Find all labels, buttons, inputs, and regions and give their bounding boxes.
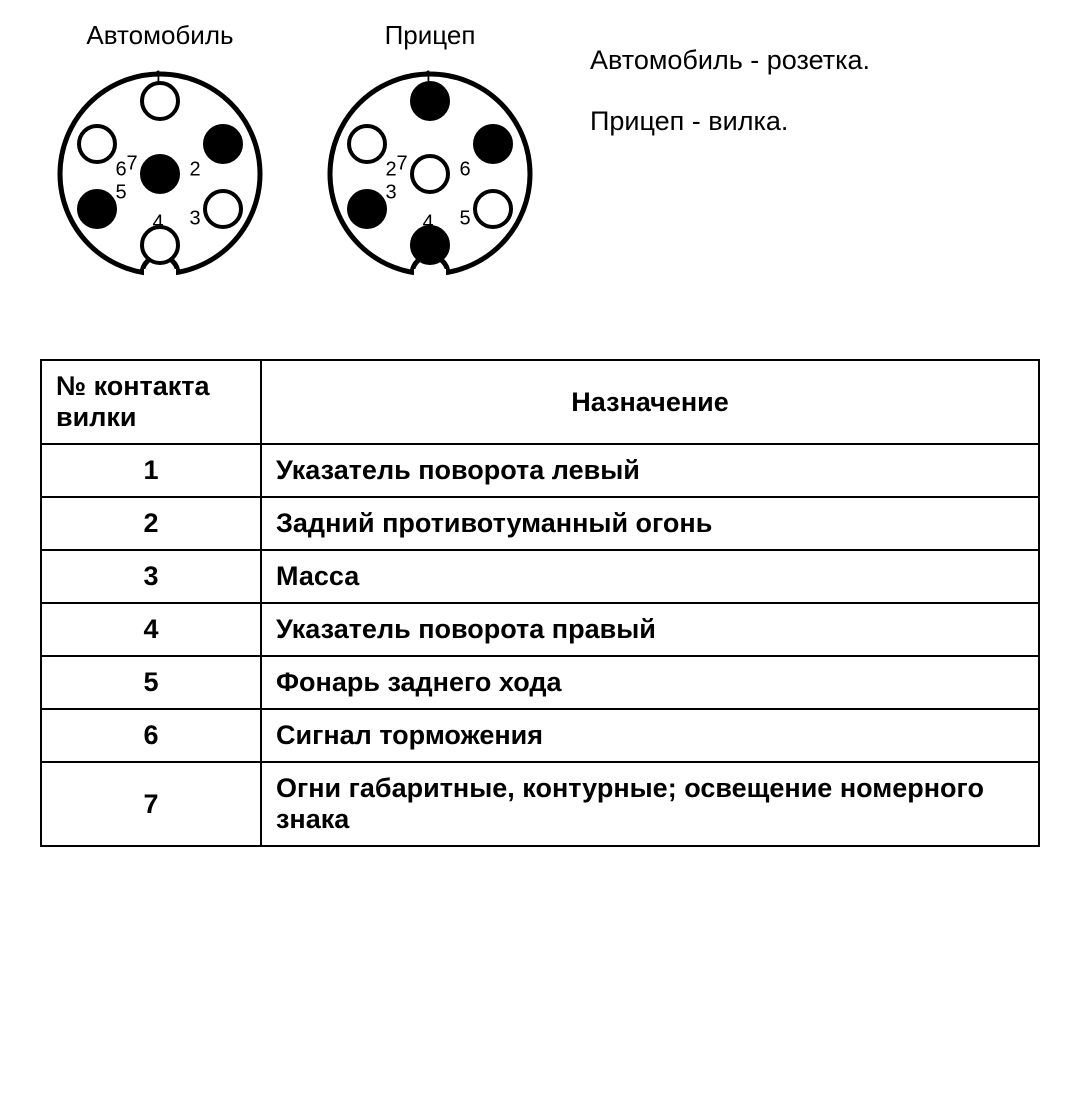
description-cell: Масса [261,550,1039,603]
pin-6 [79,126,115,162]
pin-2 [349,126,385,162]
pin-label-3: 3 [385,181,396,203]
connector-vehicle: Автомобиль 1 2 3 4 567 [40,20,280,299]
header-description: Назначение [261,360,1039,444]
pin-label-2: 2 [189,158,200,180]
description-cell: Задний противотуманный огонь [261,497,1039,550]
description-cell: Указатель поворота правый [261,603,1039,656]
pin-label-4: 4 [152,211,163,233]
connector-vehicle-title: Автомобиль [86,20,233,51]
pin-label-4: 4 [422,211,433,233]
connector-trailer-svg: 1 6 5 4 327 [310,59,550,299]
side-note-1: Автомобиль - розетка. [590,40,870,81]
pin-5 [475,191,511,227]
table-row: 1Указатель поворота левый [41,444,1039,497]
contact-number-cell: 7 [41,762,261,846]
description-cell: Сигнал торможения [261,709,1039,762]
contact-number-cell: 1 [41,444,261,497]
pin-7 [412,156,448,192]
connector-trailer-title: Прицеп [385,20,476,51]
top-section: Автомобиль 1234567 Прицеп 1654327 Автомо… [40,20,1040,299]
contact-number-cell: 6 [41,709,261,762]
description-cell: Указатель поворота левый [261,444,1039,497]
side-notes: Автомобиль - розетка. Прицеп - вилка. [590,20,870,161]
pin-label-6: 6 [115,158,126,180]
pinout-table: № контакта вилки Назначение 1Указатель п… [40,359,1040,847]
pin-label-5: 5 [459,207,470,229]
contact-number-cell: 2 [41,497,261,550]
pin-label-3: 3 [189,207,200,229]
contact-number-cell: 4 [41,603,261,656]
pin-label-2: 2 [385,158,396,180]
pin-7 [142,156,178,192]
pin-2 [205,126,241,162]
pin-label-5: 5 [115,181,126,203]
connector-trailer: Прицеп 1 6 5 4 327 [310,20,550,299]
pin-label-1: 1 [422,67,433,89]
contact-number-cell: 5 [41,656,261,709]
table-row: 3Масса [41,550,1039,603]
side-note-2: Прицеп - вилка. [590,101,870,142]
description-cell: Огни габаритные, контурные; освещение но… [261,762,1039,846]
table-header-row: № контакта вилки Назначение [41,360,1039,444]
pin-label-6: 6 [459,158,470,180]
header-contact-number: № контакта вилки [41,360,261,444]
pin-6 [475,126,511,162]
pin-3 [205,191,241,227]
pin-5 [79,191,115,227]
table-row: 5Фонарь заднего хода [41,656,1039,709]
description-cell: Фонарь заднего хода [261,656,1039,709]
table-row: 7Огни габаритные, контурные; освещение н… [41,762,1039,846]
connectors-wrap: Автомобиль 1234567 Прицеп 1654327 [40,20,550,299]
contact-number-cell: 3 [41,550,261,603]
pin-3 [349,191,385,227]
table-row: 2Задний противотуманный огонь [41,497,1039,550]
pin-label-1: 1 [152,67,163,89]
pin-label-7: 7 [396,152,407,174]
pin-label-7: 7 [126,152,137,174]
connector-vehicle-svg: 1 2 3 4 567 [40,59,280,299]
table-row: 4Указатель поворота правый [41,603,1039,656]
table-row: 6Сигнал торможения [41,709,1039,762]
